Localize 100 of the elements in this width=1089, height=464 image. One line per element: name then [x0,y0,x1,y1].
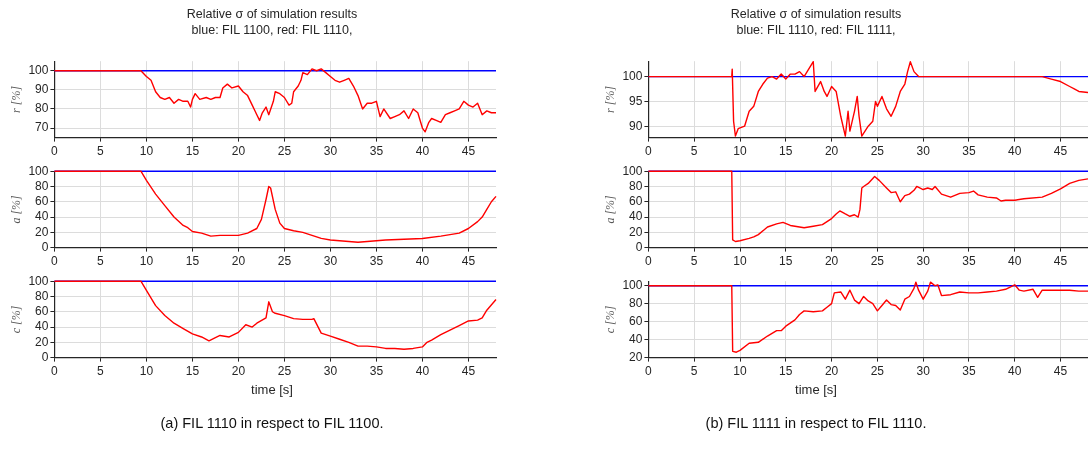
x-tick-label: 15 [779,144,793,159]
y-tick-label: 60 [35,304,49,319]
x-tick-label: 15 [185,144,200,159]
x-tick-label: 0 [51,254,59,269]
y-tick-label: 95 [629,93,643,108]
y-axis-title: a [%] [9,194,24,224]
x-tick-label: 30 [916,144,931,159]
x-tick-label: 35 [962,144,976,159]
x-tick-label: 20 [824,144,839,159]
x-tick-label: 25 [870,364,885,379]
y-tick-label: 20 [629,224,643,239]
y-tick-label: 90 [629,118,643,133]
chart-subtitle: blue: FIL 1100, red: FIL 1110, [190,22,354,38]
y-tick-label: 0 [41,349,49,364]
x-tick-label: 0 [645,364,653,379]
x-tick-label: 30 [323,254,338,269]
x-tick-label: 15 [779,254,793,269]
x-tick-label: 0 [645,144,653,159]
y-tick-label: 0 [635,239,643,254]
x-tick-label: 5 [690,364,698,379]
x-tick-label: 30 [916,254,931,269]
y-tick-label: 100 [622,68,643,83]
y-tick-label: 100 [622,163,643,178]
x-tick-label: 45 [1053,144,1068,159]
x-tick-label: 20 [824,364,839,379]
x-tick-label: 20 [231,364,246,379]
chart-title: Relative σ of simulation results [185,6,359,22]
x-tick-label: 5 [690,144,698,159]
chart-subtitle: blue: FIL 1110, red: FIL 1111, [735,22,897,38]
x-tick-label: 10 [733,364,747,379]
x-tick-label: 45 [1053,364,1068,379]
y-tick-label: 80 [35,178,49,193]
y-tick-label: 60 [629,313,643,328]
y-axis-title: c [%] [9,305,24,334]
x-axis-title: time [s] [794,382,838,397]
x-tick-label: 0 [645,254,653,269]
y-axis-title: r [%] [9,85,24,113]
y-tick-label: 100 [622,278,643,293]
y-tick-label: 0 [41,239,49,254]
text: (b) FIL 1111 in respect to FIL 1110. [704,415,928,431]
x-axis-title: time [s] [250,382,294,397]
y-tick-label: 90 [35,82,49,97]
x-tick-label: 40 [1008,144,1022,159]
y-tick-label: 60 [629,194,643,209]
x-tick-label: 20 [824,254,839,269]
x-tick-label: 45 [1053,254,1068,269]
x-tick-label: 10 [733,144,747,159]
x-tick-label: 5 [97,364,105,379]
x-tick-label: 35 [369,364,384,379]
x-tick-label: 15 [185,254,200,269]
x-tick-label: 35 [369,254,384,269]
x-tick-label: 20 [231,254,246,269]
x-tick-label: 40 [1008,254,1022,269]
x-tick-label: 30 [916,364,931,379]
x-tick-label: 5 [690,254,698,269]
x-tick-label: 30 [323,144,338,159]
y-tick-label: 100 [28,163,49,178]
chart-title: Relative σ of simulation results [729,6,903,22]
x-tick-label: 40 [415,364,430,379]
x-tick-label: 45 [461,254,476,269]
x-tick-label: 45 [461,364,476,379]
y-axis-title: a [%] [603,194,618,224]
x-tick-label: 25 [277,144,292,159]
x-tick-label: 5 [97,254,105,269]
text: (a) FIL 1110 in respect to FIL 1100. [159,415,385,431]
x-tick-label: 30 [323,364,338,379]
x-tick-label: 10 [139,364,154,379]
x-tick-label: 45 [461,144,476,159]
x-tick-label: 40 [1008,364,1022,379]
y-tick-label: 40 [629,209,643,224]
x-tick-label: 20 [231,144,246,159]
x-tick-label: 25 [870,254,885,269]
x-tick-label: 15 [779,364,793,379]
x-tick-label: 25 [277,364,292,379]
x-tick-label: 35 [962,364,976,379]
y-tick-label: 40 [35,319,49,334]
x-tick-label: 10 [733,254,747,269]
y-axis-title: c [%] [603,305,618,334]
y-tick-label: 20 [35,224,49,239]
x-tick-label: 25 [870,144,885,159]
y-axis-title: r [%] [603,85,618,113]
y-tick-label: 60 [35,194,49,209]
x-tick-label: 40 [415,144,430,159]
y-tick-label: 100 [28,273,49,288]
y-tick-label: 40 [35,209,49,224]
y-tick-label: 80 [35,101,49,116]
y-tick-label: 20 [35,334,49,349]
x-tick-label: 40 [415,254,430,269]
y-tick-label: 100 [28,63,49,78]
y-tick-label: 80 [35,288,49,303]
x-tick-label: 35 [962,254,976,269]
x-tick-label: 25 [277,254,292,269]
x-tick-label: 10 [139,144,154,159]
y-tick-label: 40 [629,331,643,346]
x-tick-label: 0 [51,144,59,159]
x-tick-label: 0 [51,364,59,379]
x-tick-label: 15 [185,364,200,379]
y-tick-label: 80 [629,295,643,310]
x-tick-label: 35 [369,144,384,159]
y-tick-label: 20 [629,349,643,364]
